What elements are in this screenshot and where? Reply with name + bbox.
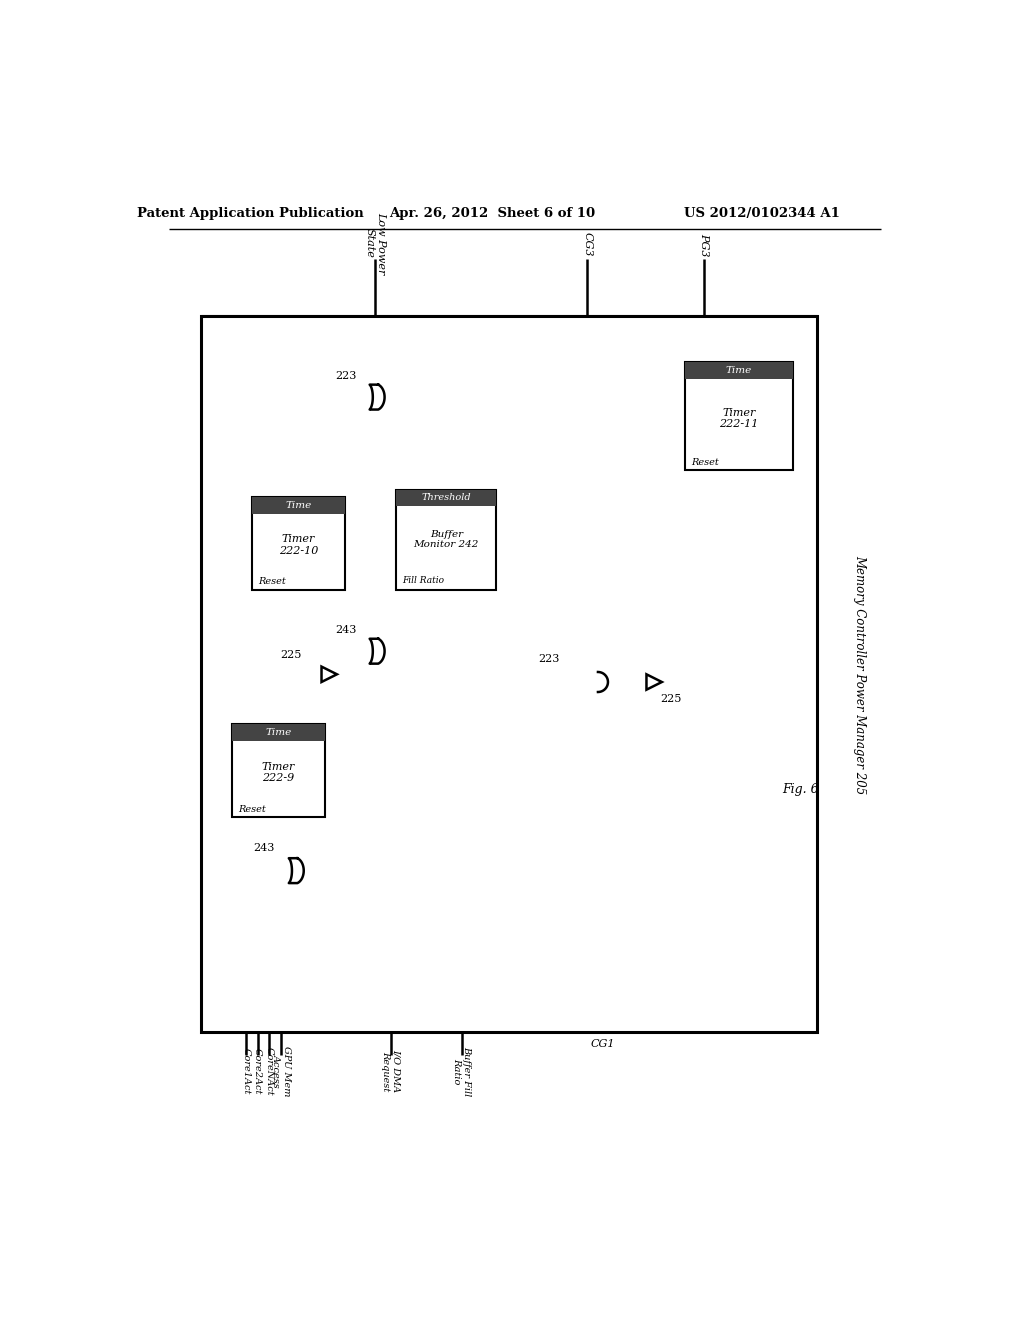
Text: Core1Act: Core1Act <box>242 1048 251 1094</box>
Polygon shape <box>370 639 385 664</box>
Bar <box>685 363 793 470</box>
Text: 243: 243 <box>253 842 274 853</box>
Polygon shape <box>289 858 304 883</box>
Bar <box>202 317 817 1032</box>
Text: Reset: Reset <box>691 458 719 467</box>
Text: 243: 243 <box>336 624 356 635</box>
Text: Core2Act: Core2Act <box>253 1048 262 1094</box>
Text: Apr. 26, 2012  Sheet 6 of 10: Apr. 26, 2012 Sheet 6 of 10 <box>389 207 596 220</box>
Polygon shape <box>322 667 337 682</box>
Text: GPU Mem
Access: GPU Mem Access <box>271 1045 291 1096</box>
Text: Reset: Reset <box>258 577 286 586</box>
Text: Timer
222-9: Timer 222-9 <box>262 762 295 783</box>
Bar <box>685 363 793 379</box>
Text: Memory Controller Power Manager 205: Memory Controller Power Manager 205 <box>853 554 866 793</box>
Text: 225: 225 <box>280 649 301 660</box>
Text: Reset: Reset <box>239 805 266 813</box>
Text: Time: Time <box>286 502 311 510</box>
Text: PG3: PG3 <box>699 232 710 256</box>
Polygon shape <box>370 384 385 409</box>
Text: Threshold: Threshold <box>422 494 471 503</box>
Text: Time: Time <box>726 367 752 375</box>
Text: CG1: CG1 <box>590 1039 614 1049</box>
Text: US 2012/0102344 A1: US 2012/0102344 A1 <box>684 207 840 220</box>
Text: Timer
222-10: Timer 222-10 <box>279 535 318 556</box>
Text: 223: 223 <box>336 371 356 380</box>
Text: Time: Time <box>265 729 292 738</box>
Text: Buffer Fill
Ratio: Buffer Fill Ratio <box>452 1045 471 1096</box>
Text: Timer
222-11: Timer 222-11 <box>719 408 759 429</box>
Bar <box>252 498 345 515</box>
Bar <box>396 490 497 507</box>
Text: Fill Ratio: Fill Ratio <box>402 576 444 585</box>
Text: 223: 223 <box>538 653 559 664</box>
Polygon shape <box>646 675 662 689</box>
Text: CoreNAct: CoreNAct <box>264 1047 273 1096</box>
Polygon shape <box>577 672 608 692</box>
Bar <box>396 490 497 590</box>
Text: Patent Application Publication: Patent Application Publication <box>136 207 364 220</box>
Bar <box>252 498 345 590</box>
Bar <box>232 725 325 742</box>
Text: I/O DMA
Request: I/O DMA Request <box>381 1049 400 1093</box>
Text: CG3: CG3 <box>583 232 592 257</box>
Text: Low Power
State: Low Power State <box>365 213 386 275</box>
Text: Fig. 6: Fig. 6 <box>782 783 819 796</box>
Bar <box>232 725 325 817</box>
Text: 225: 225 <box>660 694 682 704</box>
Text: Buffer
Monitor 242: Buffer Monitor 242 <box>414 529 479 549</box>
